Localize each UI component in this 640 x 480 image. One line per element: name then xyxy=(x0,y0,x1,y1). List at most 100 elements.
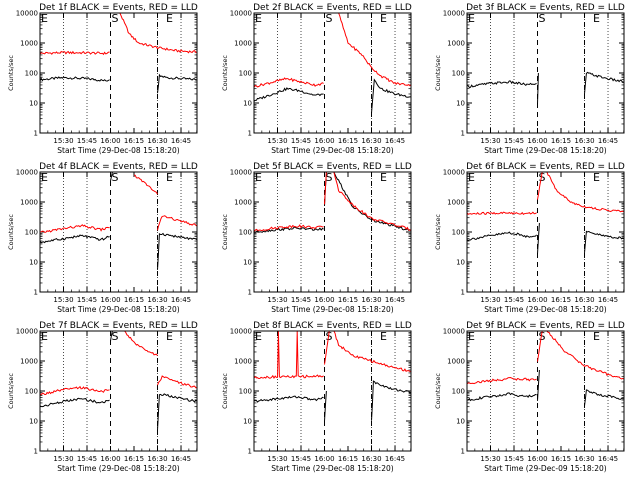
data-layer xyxy=(254,172,411,234)
data-layer xyxy=(254,331,411,422)
y-axis-label: Counts/sec xyxy=(221,55,229,91)
x-tick-label: 16:30 xyxy=(361,137,381,145)
end-marker-label: E xyxy=(380,171,387,184)
x-tick-label: 15:45 xyxy=(504,455,524,463)
end-marker-label: E xyxy=(41,330,48,343)
y-tick-label: 100 xyxy=(25,70,38,78)
start-marker-label: S xyxy=(112,12,119,25)
x-tick-label: 15:45 xyxy=(504,137,524,145)
y-axis-label: Counts/sec xyxy=(434,373,442,409)
start-marker-label: S xyxy=(539,171,546,184)
y-tick-label: 10 xyxy=(243,100,252,108)
x-tick-label: 15:30 xyxy=(480,296,500,304)
y-tick-label: 100 xyxy=(239,388,252,396)
y-tick-label: 1000 xyxy=(447,40,465,48)
series-line-black xyxy=(40,397,110,408)
y-tick-label: 1 xyxy=(461,289,465,297)
panel-det-2: Det 2f BLACK = Events, RED = LLD 1 10 100 10… xyxy=(221,3,412,155)
x-tick-label: 16:00 xyxy=(314,296,334,304)
data-layer xyxy=(467,331,624,406)
x-tick-label: 15:30 xyxy=(480,137,500,145)
series-line-black xyxy=(40,76,110,82)
plot-frame xyxy=(253,171,412,293)
panel-det-5: Det 5f BLACK = Events, RED = LLD 1 10 100 10… xyxy=(221,162,412,314)
x-axis-label: Start Time (29-Dec-08 15:18:20) xyxy=(484,146,606,155)
series-line-black xyxy=(157,393,197,431)
panel-title: Det 6f BLACK = Events, RED = LLD xyxy=(466,162,625,172)
x-tick-label: 16:30 xyxy=(147,455,167,463)
x-tick-label: 15:30 xyxy=(267,455,287,463)
x-tick-label: 15:30 xyxy=(267,296,287,304)
x-tick-label: 15:45 xyxy=(77,137,97,145)
data-layer xyxy=(40,172,197,270)
y-tick-label: 100 xyxy=(25,229,38,237)
plot-frame xyxy=(466,330,625,452)
y-tick-label: 10000 xyxy=(230,10,252,18)
y-tick-label: 10 xyxy=(456,418,465,426)
x-tick-label: 16:15 xyxy=(551,455,571,463)
panel-title: Det 8f BLACK = Events, RED = LLD xyxy=(253,321,412,331)
y-tick-label: 100 xyxy=(25,388,38,396)
x-tick-label: 16:30 xyxy=(574,137,594,145)
panel-title: Det 7f BLACK = Events, RED = LLD xyxy=(39,321,198,331)
series-line-black xyxy=(324,172,411,232)
x-tick-label: 16:00 xyxy=(527,137,547,145)
series-line-black xyxy=(467,80,537,89)
series-line-black xyxy=(467,231,537,242)
y-tick-label: 10000 xyxy=(230,328,252,336)
y-tick-label: 1000 xyxy=(20,199,38,207)
end-marker-label: E xyxy=(593,171,600,184)
x-tick-label: 15:45 xyxy=(291,137,311,145)
series-line-black xyxy=(584,71,624,95)
x-tick-label: 16:15 xyxy=(551,137,571,145)
x-axis-label: Start Time (29-Dec-08 15:18:20) xyxy=(57,146,179,155)
series-line-red xyxy=(537,331,624,380)
y-tick-label: 10000 xyxy=(16,328,38,336)
y-tick-label: 1 xyxy=(34,448,38,456)
x-tick-label: 16:45 xyxy=(385,296,405,304)
series-line-red xyxy=(254,224,324,232)
y-tick-label: 1000 xyxy=(447,199,465,207)
x-tick-label: 16:45 xyxy=(171,455,191,463)
y-axis-label: Counts/sec xyxy=(221,373,229,409)
x-axis-label: Start Time (29-Dec-08 15:18:20) xyxy=(484,305,606,314)
end-marker-label: E xyxy=(380,12,387,25)
series-line-red xyxy=(133,174,158,195)
panel-title: Det 3f BLACK = Events, RED = LLD xyxy=(466,3,625,13)
series-line-red xyxy=(40,224,110,233)
y-tick-label: 10 xyxy=(243,259,252,267)
series-line-red xyxy=(324,172,411,231)
x-tick-label: 16:45 xyxy=(385,137,405,145)
x-axis-label: Start Time (29-Dec-08 15:18:20) xyxy=(57,464,179,473)
x-tick-label: 16:45 xyxy=(598,296,618,304)
y-tick-label: 10 xyxy=(243,418,252,426)
x-tick-label: 16:30 xyxy=(574,455,594,463)
x-tick-label: 16:45 xyxy=(385,455,405,463)
x-tick-label: 16:30 xyxy=(361,296,381,304)
x-tick-label: 16:00 xyxy=(314,455,334,463)
series-line-black xyxy=(40,234,110,244)
panel-title: Det 1f BLACK = Events, RED = LLD xyxy=(39,3,198,13)
y-tick-label: 10000 xyxy=(443,169,465,177)
x-tick-label: 16:45 xyxy=(171,137,191,145)
y-axis-label: Counts/sec xyxy=(434,55,442,91)
y-axis-label: Counts/sec xyxy=(7,214,15,250)
series-line-black xyxy=(254,395,324,403)
series-line-red xyxy=(254,331,324,380)
plot-frame xyxy=(466,12,625,134)
plot-frame xyxy=(39,171,198,293)
x-tick-label: 16:45 xyxy=(598,137,618,145)
y-tick-label: 100 xyxy=(452,388,465,396)
end-marker-label: E xyxy=(468,12,475,25)
y-tick-label: 10 xyxy=(29,259,38,267)
y-axis-label: Counts/sec xyxy=(7,55,15,91)
series-line-black xyxy=(467,392,537,402)
series-line-red xyxy=(254,77,324,88)
y-tick-label: 100 xyxy=(239,70,252,78)
x-tick-label: 16:15 xyxy=(124,137,144,145)
data-layer xyxy=(40,331,197,431)
series-line-red xyxy=(110,13,197,54)
panel-det-3: Det 3f BLACK = Events, RED = LLD 1 10 100 10… xyxy=(434,3,625,155)
plot-frame xyxy=(39,12,198,134)
x-tick-label: 15:45 xyxy=(291,296,311,304)
